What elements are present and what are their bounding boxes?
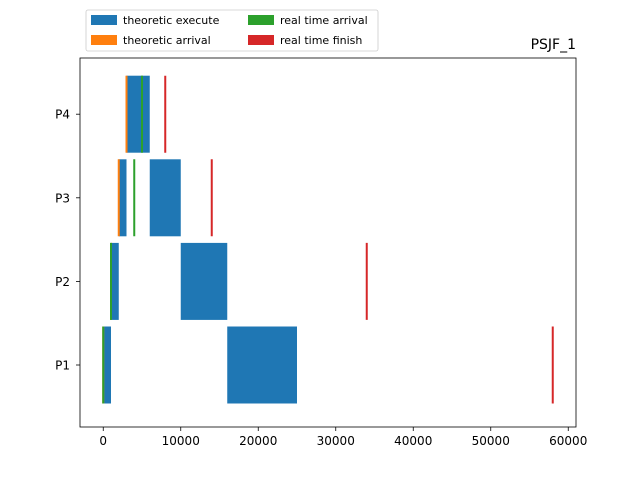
execute-bar-p1 — [103, 326, 111, 404]
x-tick-label: 0 — [99, 434, 107, 448]
y-tick-label: P1 — [55, 359, 70, 373]
x-tick-label: 50000 — [472, 434, 510, 448]
y-tick-label: P4 — [55, 108, 70, 122]
legend-label: theoretic execute — [123, 14, 220, 27]
execute-bar-p1 — [227, 326, 297, 404]
y-tick-label: P2 — [55, 275, 70, 289]
execute-bar-p2 — [180, 242, 228, 320]
x-tick-label: 10000 — [162, 434, 200, 448]
execute-bar-p3 — [149, 159, 181, 237]
legend-label: real time arrival — [280, 14, 368, 27]
legend-swatch — [91, 15, 117, 25]
chart-title: PSJF_1 — [531, 37, 576, 53]
legend-label: theoretic arrival — [123, 34, 211, 47]
legend-swatch — [91, 35, 117, 45]
legend-swatch — [248, 35, 274, 45]
x-tick-label: 40000 — [394, 434, 432, 448]
execute-bar-p2 — [111, 242, 119, 320]
x-tick-label: 60000 — [549, 434, 587, 448]
legend-label: real time finish — [280, 34, 362, 47]
x-tick-label: 20000 — [239, 434, 277, 448]
y-tick-label: P3 — [55, 191, 70, 205]
x-axis: 0 10000 20000 30000 40000 50000 60000 — [99, 427, 587, 448]
legend-frame — [85, 9, 379, 52]
plot-area — [102, 75, 554, 404]
legend-swatch — [248, 15, 274, 25]
legend: theoretic execute theoretic arrival real t… — [85, 9, 379, 52]
execute-bar-p3 — [118, 159, 127, 237]
axes-frame — [79, 57, 577, 428]
x-tick-label: 30000 — [317, 434, 355, 448]
execute-bar-p4 — [126, 75, 150, 153]
y-axis: P1 P2 P3 P4 — [55, 108, 80, 373]
